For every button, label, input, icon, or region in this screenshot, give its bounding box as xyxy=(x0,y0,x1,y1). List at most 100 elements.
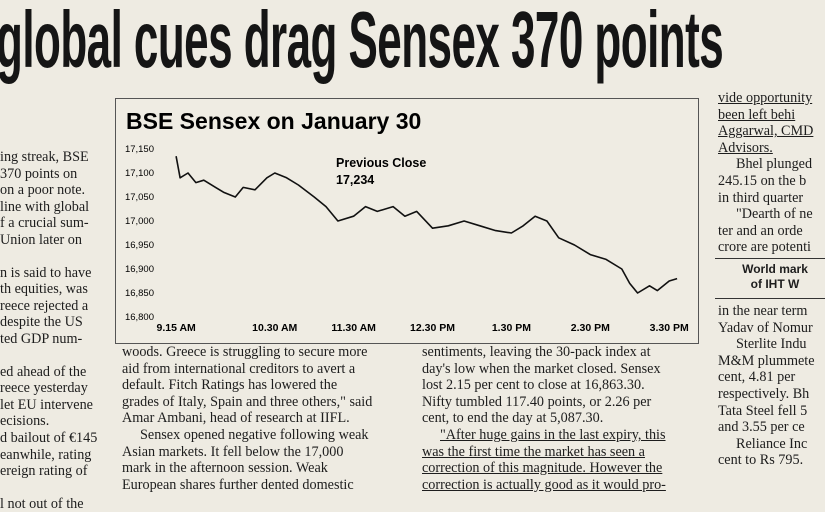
text-line: Advisors. xyxy=(718,139,773,156)
sidebar-box: World mark of IHT W xyxy=(715,258,825,299)
text-line: Amar Ambani, head of research at IIFL. xyxy=(122,410,350,427)
text-line: Tata Steel fell 5 xyxy=(718,402,808,419)
x-tick-label: 9.15 AM xyxy=(156,322,196,334)
text-line: ing streak, BSE xyxy=(0,149,89,165)
text-column: sentiments, leaving the 30-pack index at… xyxy=(422,344,707,493)
text-line: Yadav of Nomur xyxy=(718,319,813,336)
text-line: Sensex opened negative following weak xyxy=(140,426,369,443)
text-line: lost 2.15 per cent to close at 16,863.30… xyxy=(422,377,645,394)
text-line: correction is actually good as it would … xyxy=(422,476,666,493)
text-line: Sterlite Indu xyxy=(736,336,807,353)
text-line: despite the US xyxy=(0,314,83,331)
text-line: ted GDP num- xyxy=(0,330,83,347)
box-line: of IHT W xyxy=(750,277,800,291)
paragraph: l not out of the xyxy=(0,496,105,512)
paragraph: vide opportunity been left behi Aggarwal, … xyxy=(718,90,825,156)
text-line: sentiments, leaving the 30-pack index at xyxy=(422,344,651,360)
text-line: 245.15 on the b xyxy=(718,172,807,189)
text-line: Asian markets. It fell below the 17,000 xyxy=(122,443,344,460)
paragraph: sentiments, leaving the 30-pack index at… xyxy=(422,344,707,427)
text-line: day's low when the market closed. Sensex xyxy=(422,360,661,377)
x-tick-label: 10.30 AM xyxy=(252,322,297,334)
text-line: ter and an orde xyxy=(718,222,803,239)
paragraph: Sensex opened negative following weak Asi… xyxy=(122,427,412,493)
text-line: cent, 4.81 per xyxy=(718,369,796,386)
text-line: aid from international creditors to aver… xyxy=(122,360,356,377)
text-line: grades of Italy, Spain and three others,… xyxy=(122,393,373,410)
paragraph: Reliance Inc cent to Rs 795. xyxy=(718,436,825,469)
y-tick-label: 17,100 xyxy=(125,168,154,179)
text-line: respectively. Bh xyxy=(718,385,810,402)
text-line: woods. Greece is struggling to secure mo… xyxy=(122,344,368,360)
text-line: on a poor note. xyxy=(0,182,86,199)
text-line: European shares further dented domestic xyxy=(122,476,354,493)
text-line: Nifty tumbled 117.40 points, or 2.26 per xyxy=(422,393,652,410)
x-tick-label: 2.30 PM xyxy=(571,322,610,334)
text-line: crore are potenti xyxy=(718,239,811,256)
paragraph: "Dearth of ne ter and an orde crore are po… xyxy=(718,206,825,256)
text-line: ereign rating of xyxy=(0,463,88,480)
text-line: default. Fitch Ratings has lowered the xyxy=(122,377,338,394)
x-tick-label: 3.30 PM xyxy=(650,322,689,334)
paragraph: Sterlite Indu M&M plummete cent, 4.81 per r… xyxy=(718,336,825,436)
text-line: been left behi xyxy=(718,106,796,123)
text-line: M&M plummete xyxy=(718,352,815,369)
y-tick-label: 17,050 xyxy=(125,192,154,203)
text-line: Union later on xyxy=(0,231,82,248)
text-line: eanwhile, rating xyxy=(0,446,92,463)
paragraph: ing streak, BSE 370 points on on a poor no… xyxy=(0,149,105,249)
text-line: "Dearth of ne xyxy=(736,206,813,223)
paragraph: ed ahead of the reece yesterday let EU int… xyxy=(0,364,105,480)
text-line: and 3.55 per ce xyxy=(718,419,805,436)
paragraph: Bhel plunged 245.15 on the b in third quar… xyxy=(718,156,825,206)
y-tick-label: 16,900 xyxy=(125,264,154,275)
text-line: ed ahead of the xyxy=(0,363,87,380)
text-line: n is said to have xyxy=(0,264,92,281)
text-line: mark in the afternoon session. Weak xyxy=(122,460,328,477)
y-tick-label: 17,000 xyxy=(125,216,154,227)
text-line: let EU intervene xyxy=(0,396,93,413)
text-line: ecisions. xyxy=(0,413,50,430)
text-line: l not out of the xyxy=(0,495,84,512)
y-tick-label: 17,150 xyxy=(125,144,154,155)
x-tick-label: 1.30 PM xyxy=(492,322,531,334)
text-line: cent, to end the day at 5,087.30. xyxy=(422,410,604,427)
annotation: Previous Close xyxy=(336,156,426,170)
text-line: reece yesterday xyxy=(0,380,88,397)
text-line: in third quarter xyxy=(718,189,804,206)
text-line: reece rejected a xyxy=(0,297,89,314)
text-line: vide opportunity xyxy=(718,90,813,106)
x-tick-label: 11.30 AM xyxy=(331,322,376,334)
text-line: "After huge gains in the last expiry, th… xyxy=(440,426,666,443)
y-tick-label: 16,850 xyxy=(125,288,154,299)
x-tick-label: 12.30 PM xyxy=(410,322,455,334)
y-tick-label: 16,800 xyxy=(125,312,154,323)
text-line: 370 points on xyxy=(0,165,78,182)
text-line: cent to Rs 795. xyxy=(718,452,804,469)
annotation: 17,234 xyxy=(336,173,374,187)
text-column: ing streak, BSE 370 points on on a poor no… xyxy=(0,149,105,512)
box-line: World mark xyxy=(742,262,808,276)
text-line: line with global xyxy=(0,198,90,215)
paragraph: n is said to have th equities, was reece r… xyxy=(0,265,105,348)
text-line: Bhel plunged xyxy=(736,156,813,173)
paragraph: woods. Greece is struggling to secure mo… xyxy=(122,344,412,427)
headline: global cues drag Sensex 370 points xyxy=(0,0,724,84)
text-line: was the first time the market has seen a xyxy=(422,443,645,460)
text-line: Reliance Inc xyxy=(736,435,808,452)
chart: BSE Sensex on January 30 Previous Close … xyxy=(125,108,689,334)
paragraph: in the near term Yadav of Nomur xyxy=(718,303,825,336)
text-line: Aggarwal, CMD xyxy=(718,123,814,140)
text-line: correction of this magnitude. However th… xyxy=(422,460,663,477)
text-line: in the near term xyxy=(718,303,808,319)
text-column: in the near term Yadav of Nomur Sterlite I… xyxy=(718,303,825,469)
paragraph: "After huge gains in the last expiry, th… xyxy=(422,427,707,493)
chart-box: BSE Sensex on January 30 Previous Close … xyxy=(115,98,699,344)
text-line: d bailout of €145 xyxy=(0,429,98,446)
chart-title: BSE Sensex on January 30 xyxy=(126,108,421,134)
text-column: woods. Greece is struggling to secure mo… xyxy=(122,344,412,493)
y-tick-label: 16,950 xyxy=(125,240,154,251)
text-line: th equities, was xyxy=(0,281,88,298)
text-column: vide opportunity been left behi Aggarwal, … xyxy=(718,90,825,256)
